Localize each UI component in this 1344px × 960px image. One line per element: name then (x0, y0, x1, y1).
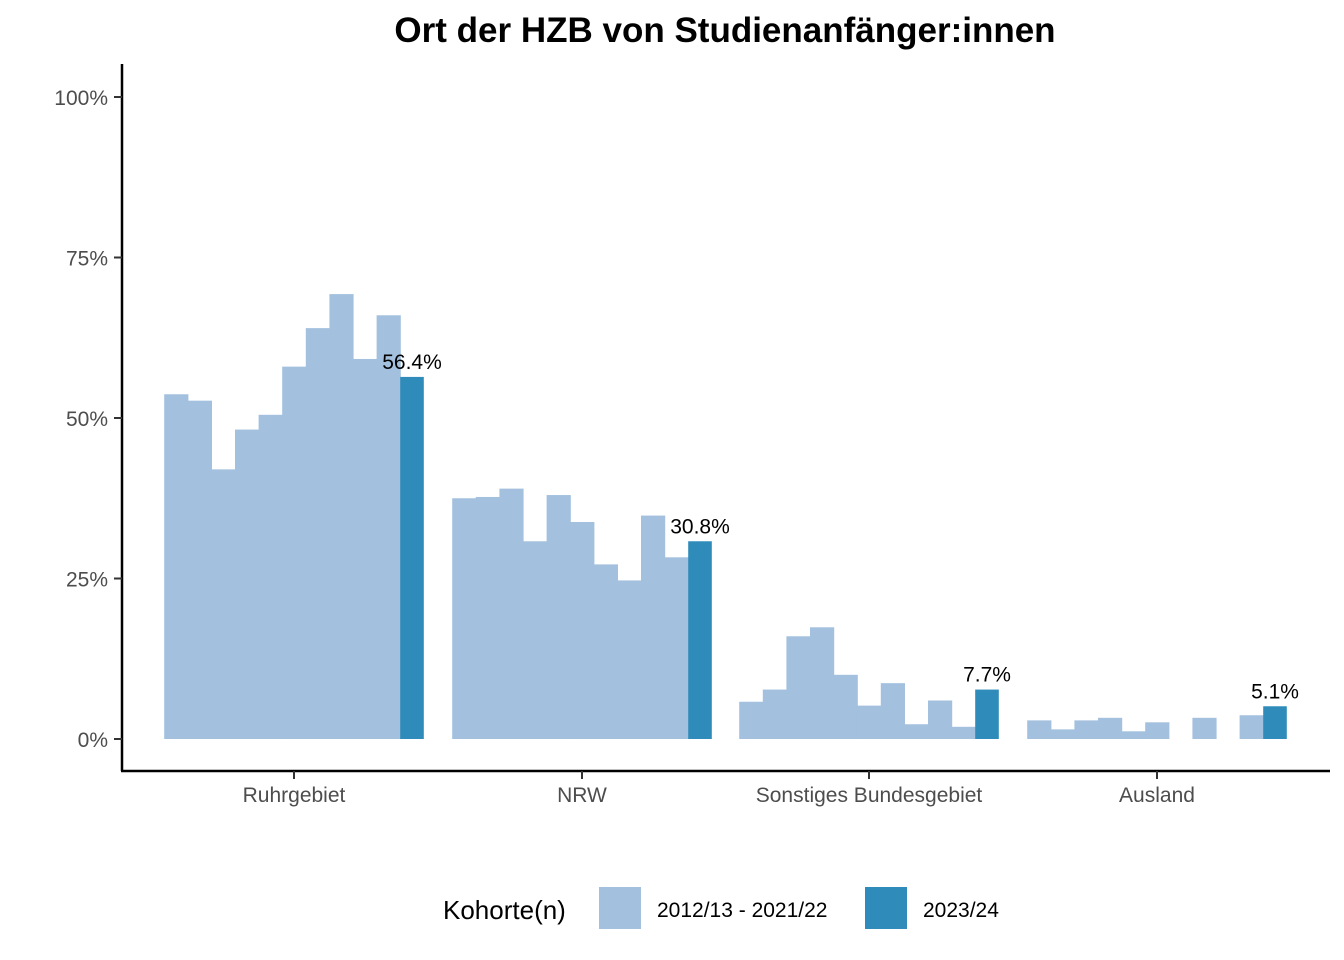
y-tick-label: 50% (66, 408, 108, 431)
bar-historic (1192, 717, 1217, 739)
y-tick-label: 100% (54, 87, 108, 110)
bar-historic (810, 627, 835, 739)
legend-label-current: 2023/24 (923, 899, 999, 922)
data-label: 30.8% (670, 515, 730, 538)
bar-historic (1121, 731, 1146, 739)
x-tick-label: NRW (557, 784, 607, 807)
bar-historic (641, 515, 666, 739)
bar-historic (499, 488, 524, 739)
bar-historic (452, 498, 477, 739)
chart-title: Ort der HZB von Studienanfänger:innen (394, 11, 1055, 50)
bar-historic (187, 400, 212, 739)
bar-historic (570, 522, 595, 739)
bar-historic (211, 469, 236, 739)
bar-historic (546, 495, 571, 739)
x-axis-ticks: Ruhrgebiet NRW Sonstiges Bundesgebiet Ausla… (243, 771, 1195, 807)
bar-historic (786, 636, 811, 739)
legend-label-historic: 2012/13 - 2021/22 (657, 899, 827, 922)
bar-historic (305, 328, 330, 739)
y-axis-ticks: 0% 25% 50% 75% 100% (54, 87, 122, 752)
bar-historic (164, 394, 189, 739)
bar-historic (475, 496, 500, 739)
data-label: 5.1% (1251, 680, 1299, 703)
data-label: 56.4% (382, 351, 442, 374)
x-tick-label: Ruhrgebiet (243, 784, 346, 807)
bar-historic (1239, 715, 1264, 739)
legend-swatch-historic (599, 887, 641, 929)
bar-historic (1027, 720, 1052, 739)
bar-historic (593, 564, 618, 739)
y-tick-label: 25% (66, 569, 108, 592)
legend-title: Kohorte(n) (443, 895, 566, 925)
y-tick-label: 75% (66, 248, 108, 271)
bar-historic (282, 366, 307, 739)
bar-current (1263, 706, 1287, 739)
bar-historic (904, 724, 929, 739)
y-tick-label: 0% (78, 729, 108, 752)
bar-historic (235, 429, 260, 739)
bar-historic (1098, 717, 1123, 739)
data-label: 7.7% (963, 664, 1011, 687)
bar-historic (523, 541, 548, 739)
bars-layer (164, 294, 1287, 739)
bar-historic (617, 580, 642, 739)
legend: Kohorte(n) 2012/13 - 2021/22 2023/24 (443, 887, 999, 929)
bar-current (400, 376, 424, 739)
bar-historic (1145, 722, 1170, 739)
bar-historic (880, 683, 905, 739)
bar-historic (376, 315, 401, 739)
bar-historic (664, 557, 689, 739)
bar-historic (329, 294, 354, 739)
data-labels-layer: 56.4% 30.8% 7.7% 5.1% (382, 351, 1299, 703)
bar-current (975, 689, 999, 739)
bar-historic (1074, 720, 1099, 739)
bar-historic (762, 689, 787, 739)
bar-historic (258, 414, 283, 739)
x-tick-label: Ausland (1119, 784, 1195, 807)
bar-current (688, 541, 712, 739)
legend-swatch-current (865, 887, 907, 929)
bar-historic (857, 705, 882, 739)
bar-historic (951, 726, 976, 739)
bar-historic (739, 701, 764, 739)
bar-historic (353, 358, 378, 739)
bar-historic (928, 700, 953, 739)
bar-historic (1050, 729, 1075, 739)
x-tick-label: Sonstiges Bundesgebiet (756, 784, 983, 807)
bar-historic (833, 674, 858, 739)
